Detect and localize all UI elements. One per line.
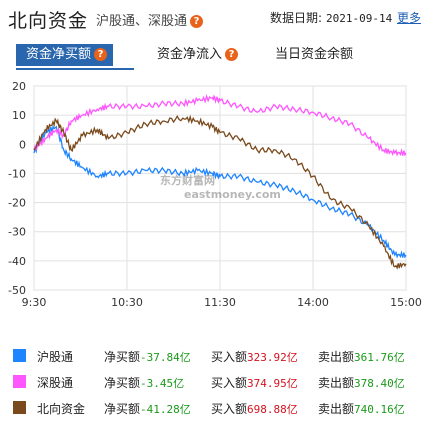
y-tick-label: -50 bbox=[8, 284, 26, 297]
tab-underline bbox=[16, 68, 134, 70]
buy-label: 买入额 bbox=[211, 376, 248, 390]
net-field: 净买额-3.45亿 bbox=[104, 374, 184, 391]
chart-series bbox=[33, 93, 407, 270]
northbound-chart[interactable]: 东方财富网 eastmoney.com 20 10 0 -10 -20 -30 -40 -50… bbox=[0, 74, 428, 336]
tab-net-buy-label: 资金净买额 bbox=[26, 47, 92, 62]
sell-label: 卖出额 bbox=[318, 350, 355, 364]
legend-swatch bbox=[13, 401, 26, 414]
help-icon[interactable]: ? bbox=[225, 48, 239, 61]
buy-value: 698.88亿 bbox=[247, 403, 298, 416]
x-axis-ticks: 9:30 10:30 11:30 14:00 15:00 bbox=[22, 296, 422, 309]
legend-name: 深股通 bbox=[37, 376, 74, 390]
tab-net-buy[interactable]: 资金净买额? bbox=[16, 44, 114, 66]
x-tick-label: 15:00 bbox=[390, 296, 422, 309]
sell-field: 卖出额361.76亿 bbox=[318, 348, 405, 365]
net-field: 净买额-37.84亿 bbox=[104, 348, 191, 365]
series-line bbox=[33, 93, 407, 157]
buy-field: 买入额698.88亿 bbox=[211, 400, 298, 417]
legend-swatch bbox=[13, 375, 26, 388]
tab-bar: 资金净买额? 资金净流入? 当日资金余额 bbox=[0, 44, 428, 70]
y-axis-ticks: 20 10 0 -10 -20 -30 -40 -50 bbox=[8, 80, 26, 297]
y-tick-label: 20 bbox=[12, 80, 26, 93]
sell-value: 361.76亿 bbox=[354, 351, 405, 364]
sell-field: 卖出额740.16亿 bbox=[318, 400, 405, 417]
subtitle-text: 沪股通、深股通 bbox=[96, 14, 188, 29]
sell-value: 378.40亿 bbox=[354, 377, 405, 390]
buy-field: 买入额374.95亿 bbox=[211, 374, 298, 391]
header: 北向资金 沪股通、深股通? 数据日期: 2021-09-14 更多 bbox=[0, 0, 428, 36]
net-label: 净买额 bbox=[104, 376, 141, 390]
net-field: 净买额-41.28亿 bbox=[104, 400, 191, 417]
sell-field: 卖出额378.40亿 bbox=[318, 374, 405, 391]
legend-row-sz: 深股通 净买额-3.45亿 买入额374.95亿 卖出额378.40亿 bbox=[0, 372, 428, 392]
net-value: -41.28亿 bbox=[140, 403, 191, 416]
tab-daily-balance-label: 当日资金余额 bbox=[275, 47, 354, 62]
net-label: 净买额 bbox=[104, 350, 141, 364]
y-tick-label: -10 bbox=[8, 167, 26, 180]
y-tick-label: -20 bbox=[8, 197, 26, 210]
watermark-en: eastmoney.com bbox=[184, 188, 281, 201]
tab-net-inflow[interactable]: 资金净流入? bbox=[157, 44, 239, 66]
sell-label: 卖出额 bbox=[318, 376, 355, 390]
buy-value: 374.95亿 bbox=[247, 377, 298, 390]
legend-row-sh: 沪股通 净买额-37.84亿 买入额323.92亿 卖出额361.76亿 bbox=[0, 346, 428, 366]
sell-label: 卖出额 bbox=[318, 402, 355, 416]
watermark-cn: 东方财富网 bbox=[160, 173, 215, 187]
y-tick-label: 0 bbox=[19, 138, 26, 151]
net-value: -37.84亿 bbox=[140, 351, 191, 364]
more-link[interactable]: 更多 bbox=[397, 11, 422, 25]
x-tick-label: 10:30 bbox=[111, 296, 143, 309]
page-title: 北向资金 bbox=[8, 10, 89, 32]
y-tick-label: -40 bbox=[8, 255, 26, 268]
legend-name: 沪股通 bbox=[37, 350, 74, 364]
series-line bbox=[33, 114, 407, 270]
date-value: 2021-09-14 bbox=[326, 12, 393, 25]
chart-grid bbox=[33, 85, 407, 291]
data-date: 数据日期: 2021-09-14 bbox=[270, 9, 392, 26]
tab-daily-balance[interactable]: 当日资金余额 bbox=[275, 44, 353, 66]
help-icon[interactable]: ? bbox=[190, 15, 204, 28]
legend-name: 北向资金 bbox=[37, 402, 86, 416]
watermark: 东方财富网 eastmoney.com bbox=[160, 173, 281, 201]
tab-net-inflow-label: 资金净流入 bbox=[157, 47, 223, 62]
legend-swatch bbox=[13, 349, 26, 362]
x-tick-label: 11:30 bbox=[204, 296, 236, 309]
x-tick-label: 9:30 bbox=[22, 296, 47, 309]
series-line bbox=[33, 125, 407, 259]
buy-value: 323.92亿 bbox=[247, 351, 298, 364]
buy-field: 买入额323.92亿 bbox=[211, 348, 298, 365]
subtitle: 沪股通、深股通? bbox=[96, 10, 204, 29]
net-value: -3.45亿 bbox=[140, 377, 185, 390]
y-tick-label: 10 bbox=[12, 109, 26, 122]
date-label: 数据日期: bbox=[270, 11, 323, 25]
x-tick-label: 14:00 bbox=[297, 296, 329, 309]
net-label: 净买额 bbox=[104, 402, 141, 416]
buy-label: 买入额 bbox=[211, 350, 248, 364]
sell-value: 740.16亿 bbox=[354, 403, 405, 416]
buy-label: 买入额 bbox=[211, 402, 248, 416]
y-tick-label: -30 bbox=[8, 226, 26, 239]
legend-row-north: 北向资金 净买额-41.28亿 买入额698.88亿 卖出额740.16亿 bbox=[0, 398, 428, 418]
help-icon[interactable]: ? bbox=[94, 48, 108, 61]
